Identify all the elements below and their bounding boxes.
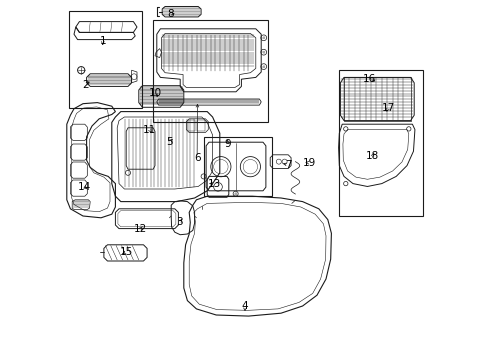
Bar [188, 120, 196, 131]
Text: 18: 18 [366, 150, 379, 161]
Text: 10: 10 [148, 88, 162, 98]
Text: 19: 19 [302, 158, 316, 168]
Text: 2: 2 [83, 80, 89, 90]
Text: 1: 1 [99, 36, 106, 46]
Bar [204, 137, 272, 196]
Text: 17: 17 [382, 103, 395, 113]
Text: 15: 15 [121, 247, 134, 257]
Text: 7: 7 [285, 160, 292, 170]
Text: 11: 11 [143, 125, 156, 135]
Text: 16: 16 [363, 74, 376, 84]
Bar [153, 20, 269, 122]
Text: 4: 4 [242, 301, 248, 311]
Text: 5: 5 [166, 137, 172, 147]
Bar [197, 120, 205, 131]
Text: 13: 13 [208, 179, 221, 189]
Bar [344, 77, 411, 121]
Bar [69, 11, 143, 108]
Text: 14: 14 [78, 182, 92, 192]
Text: 8: 8 [167, 9, 173, 19]
Text: 9: 9 [224, 139, 231, 149]
Text: 3: 3 [176, 217, 183, 228]
Bar [339, 70, 423, 216]
Text: 12: 12 [134, 224, 147, 234]
Text: 6: 6 [194, 153, 200, 163]
